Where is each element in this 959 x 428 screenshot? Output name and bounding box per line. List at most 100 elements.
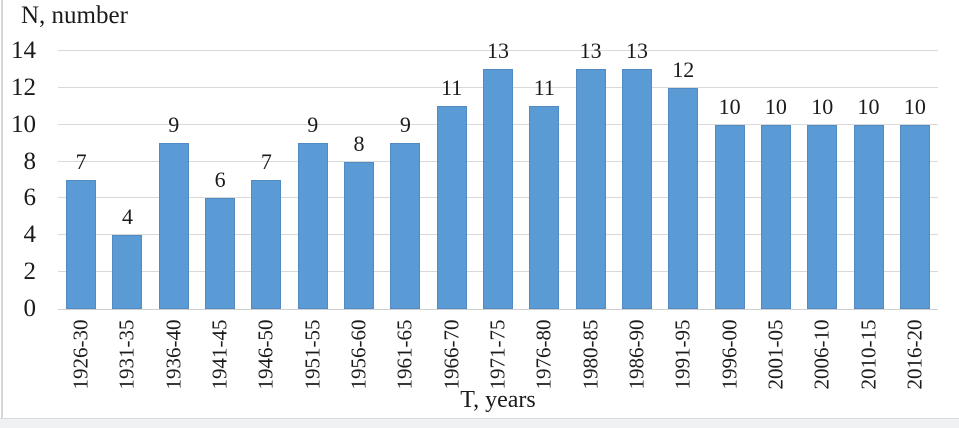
bar-slot: 9 bbox=[151, 51, 197, 309]
bar-value-label: 13 bbox=[486, 38, 509, 64]
x-tick-slot: 1996-00 bbox=[706, 313, 752, 395]
x-tick-label: 1980-85 bbox=[578, 319, 603, 389]
bar-value-label: 11 bbox=[441, 75, 463, 101]
bar-value-label: 13 bbox=[625, 38, 648, 64]
bar-slot: 8 bbox=[336, 51, 382, 309]
x-tick-label: 1976-80 bbox=[531, 319, 556, 389]
y-tick-label: 2 bbox=[23, 258, 37, 286]
x-tick-label: 1946-50 bbox=[253, 319, 278, 389]
bar-slot: 10 bbox=[892, 51, 938, 309]
bar bbox=[436, 106, 467, 309]
bar-slot: 9 bbox=[382, 51, 428, 309]
bar bbox=[297, 143, 328, 309]
bar-value-label: 10 bbox=[718, 93, 741, 119]
bar-value-label: 7 bbox=[75, 149, 87, 174]
bar bbox=[344, 161, 375, 309]
bar bbox=[112, 235, 143, 309]
bar-value-label: 10 bbox=[764, 93, 787, 119]
x-tick-slot: 1971-75 bbox=[475, 313, 521, 395]
bar-slot: 9 bbox=[290, 51, 336, 309]
x-tick-label: 1936-40 bbox=[161, 319, 186, 389]
bar-slot: 13 bbox=[567, 40, 613, 309]
bar bbox=[66, 180, 97, 309]
y-tick-label: 0 bbox=[23, 295, 37, 322]
bar bbox=[158, 143, 189, 309]
y-tick-label: 6 bbox=[23, 184, 37, 212]
bar-value-label: 7 bbox=[260, 149, 272, 174]
x-tick-slot: 1926-30 bbox=[58, 313, 104, 395]
x-tick-label: 1931-35 bbox=[114, 319, 139, 389]
bar bbox=[899, 124, 930, 309]
bar-value-label: 9 bbox=[168, 112, 180, 138]
bar-slot: 10 bbox=[845, 51, 891, 309]
bar-slot: 12 bbox=[660, 51, 706, 309]
bar-slot: 13 bbox=[475, 40, 521, 309]
x-tick-label: 1991-95 bbox=[670, 319, 695, 389]
bar bbox=[714, 124, 745, 309]
bar bbox=[205, 198, 236, 309]
bar bbox=[807, 124, 838, 309]
bar bbox=[668, 87, 699, 309]
document-bottom-border bbox=[0, 418, 959, 428]
x-tick-slot: 1961-65 bbox=[382, 313, 428, 395]
x-tick-label: 1961-65 bbox=[392, 319, 417, 389]
bar bbox=[575, 69, 606, 309]
x-tick-label: 1941-45 bbox=[207, 319, 232, 389]
x-tick-label: 1996-00 bbox=[717, 319, 742, 389]
y-tick-label: 14 bbox=[11, 37, 36, 64]
x-tick-label: 1956-60 bbox=[346, 319, 371, 389]
x-axis-title: T, years bbox=[460, 387, 536, 413]
x-tick-slot: 1980-85 bbox=[567, 313, 613, 395]
bar-slot: 10 bbox=[706, 51, 752, 309]
x-tick-label: 1951-55 bbox=[300, 319, 325, 389]
bar-value-label: 10 bbox=[903, 93, 926, 119]
bar-slot: 7 bbox=[58, 51, 104, 309]
bar-value-label: 8 bbox=[353, 130, 365, 156]
x-tick-slot: 1951-55 bbox=[290, 313, 336, 395]
bar-slot: 11 bbox=[429, 51, 475, 309]
bar-value-label: 13 bbox=[579, 38, 602, 64]
document-left-border bbox=[1, 0, 3, 419]
bar-value-label: 9 bbox=[307, 112, 319, 138]
x-tick-label: 2016-20 bbox=[902, 319, 927, 389]
bar bbox=[482, 69, 513, 309]
bar-slot: 13 bbox=[614, 40, 660, 309]
bar-value-label: 10 bbox=[811, 93, 834, 119]
bar-value-label: 11 bbox=[533, 75, 555, 101]
bar-slot: 4 bbox=[104, 51, 150, 309]
x-tick-slot: 1931-35 bbox=[104, 313, 150, 395]
x-tick-slot: 1946-50 bbox=[243, 313, 289, 395]
y-tick-label: 8 bbox=[23, 147, 37, 175]
y-tick-label: 12 bbox=[11, 73, 36, 101]
bar-value-label: 10 bbox=[857, 93, 880, 119]
y-axis-title: N, number bbox=[21, 2, 128, 29]
bar-slot: 6 bbox=[197, 51, 243, 309]
bar bbox=[251, 180, 282, 309]
y-tick-label: 4 bbox=[23, 221, 37, 249]
bar bbox=[621, 69, 652, 309]
bar-value-label: 4 bbox=[121, 204, 133, 230]
bar-value-label: 6 bbox=[214, 167, 226, 193]
bar bbox=[529, 106, 560, 309]
y-tick-label: 10 bbox=[11, 110, 36, 138]
x-tick-slot: 1976-80 bbox=[521, 313, 567, 395]
bar-slot: 7 bbox=[243, 51, 289, 309]
x-tick-slot: 2001-05 bbox=[753, 313, 799, 395]
x-tick-label: 2001-05 bbox=[763, 319, 788, 389]
bar-slot: 11 bbox=[521, 51, 567, 309]
x-tick-slot: 2016-20 bbox=[892, 313, 938, 395]
x-tick-label: 2006-10 bbox=[809, 319, 834, 389]
x-tick-label: 1966-70 bbox=[439, 319, 464, 389]
x-tick-slot: 2010-15 bbox=[845, 313, 891, 395]
bar-slot: 10 bbox=[753, 51, 799, 309]
bar bbox=[853, 124, 884, 309]
x-axis-line bbox=[58, 309, 938, 310]
x-tick-slot: 1936-40 bbox=[151, 313, 197, 395]
bar bbox=[390, 143, 421, 309]
bar-slot: 10 bbox=[799, 51, 845, 309]
x-tick-slot: 2006-10 bbox=[799, 313, 845, 395]
y-axis-ticks: 0 2 4 6 8 10 12 14 bbox=[0, 38, 37, 321]
x-tick-slot: 1941-45 bbox=[197, 313, 243, 395]
x-tick-slot: 1956-60 bbox=[336, 313, 382, 395]
